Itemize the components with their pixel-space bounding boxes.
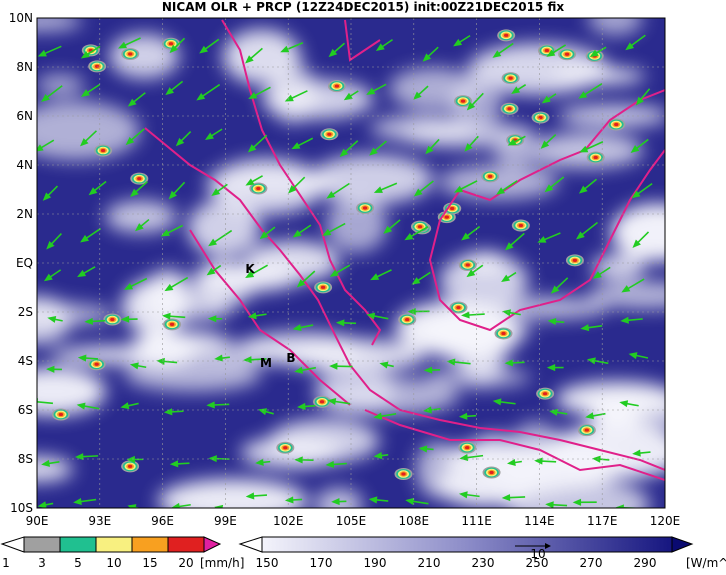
rain-cell (137, 177, 141, 180)
cloud (0, 367, 106, 415)
cloud (425, 367, 531, 387)
wind-arrowhead (129, 505, 135, 510)
place-marker: K (245, 262, 255, 276)
rain-cell (519, 224, 523, 227)
olr-label: 210 (418, 556, 441, 570)
rain-cell (94, 363, 98, 366)
lon-label: 99E (214, 514, 237, 528)
lon-label: 111E (461, 514, 492, 528)
cloud (370, 115, 474, 142)
lat-label: 6N (16, 109, 33, 123)
rain-cell (59, 413, 63, 416)
cloud (588, 2, 642, 35)
rain-cell (405, 318, 409, 321)
rain-cell (128, 52, 132, 55)
cloud (261, 80, 374, 119)
lat-label: 4S (18, 354, 33, 368)
precip-label: 3 (38, 556, 46, 570)
rain-cell (256, 187, 260, 190)
precip-label: 5 (74, 556, 82, 570)
rain-cell (283, 446, 287, 449)
rain-cell (488, 175, 492, 178)
rain-cell (327, 133, 331, 136)
olr-label: 270 (580, 556, 603, 570)
lat-label: 10S (10, 501, 33, 515)
rain-cell (170, 323, 174, 326)
rain-cell (545, 49, 549, 52)
olr-unit: [W/m^2] (686, 556, 726, 570)
lat-label: 6S (18, 403, 33, 417)
lon-label: 90E (26, 514, 49, 528)
place-marker: B (286, 351, 295, 365)
lat-label: 2N (16, 207, 33, 221)
lon-label: 102E (273, 514, 304, 528)
lon-label: 96E (151, 514, 174, 528)
lon-label: 120E (650, 514, 681, 528)
rain-cell (363, 206, 367, 209)
cloud (241, 437, 342, 468)
precip-label: 1 (2, 556, 10, 570)
lat-label: 8S (18, 452, 33, 466)
lat-label: EQ (16, 256, 33, 270)
olr-label: 150 (256, 556, 279, 570)
cloud (486, 297, 609, 319)
rain-cell (456, 306, 460, 309)
rain-cell (320, 400, 324, 403)
rain-cell (593, 156, 597, 159)
rain-cell (445, 215, 449, 218)
lat-label: 4N (16, 158, 33, 172)
rain-cell (418, 225, 422, 228)
lat-label: 2S (18, 305, 33, 319)
rain-cell (335, 84, 339, 87)
rain-cell (101, 149, 105, 152)
precip-unit: [mm/h] (200, 556, 244, 570)
rain-cell (461, 100, 465, 103)
olr-label: 290 (634, 556, 657, 570)
rain-cell (401, 472, 405, 475)
rain-cell (128, 465, 132, 468)
cloud (36, 74, 85, 95)
olr-label: 230 (472, 556, 495, 570)
rain-cell (565, 53, 569, 56)
precip-label: 15 (142, 556, 157, 570)
rain-cell (450, 207, 454, 210)
lon-label: 108E (399, 514, 430, 528)
lat-label: 8N (16, 60, 33, 74)
rain-cell (489, 471, 493, 474)
lon-label: 93E (88, 514, 111, 528)
rain-cell (538, 116, 542, 119)
cloud (223, 29, 301, 84)
rain-cell (614, 123, 618, 126)
rain-cell (110, 318, 114, 321)
rain-cell (465, 446, 469, 449)
olr-label: 170 (310, 556, 333, 570)
title: NICAM OLR + PRCP (12Z24DEC2015) init:00Z… (162, 0, 564, 14)
rain-cell (573, 259, 577, 262)
rain-cell (95, 65, 99, 68)
lon-label: 117E (587, 514, 618, 528)
rain-cell (466, 263, 470, 266)
rain-cell (543, 392, 547, 395)
rain-cell (504, 34, 508, 37)
lat-label: 10N (9, 11, 33, 25)
reference-vector-label: 10 (530, 547, 545, 561)
precip-label: 20 (178, 556, 193, 570)
map-area (0, 2, 704, 529)
rain-cell (501, 332, 505, 335)
lon-label: 114E (524, 514, 555, 528)
place-marker: M (260, 356, 272, 370)
rain-cell (585, 428, 589, 431)
precip-label: 10 (106, 556, 121, 570)
rain-cell (169, 42, 173, 45)
rain-cell (321, 286, 325, 289)
cloud (326, 197, 387, 253)
rain-cell (508, 77, 512, 80)
rain-cell (507, 107, 511, 110)
lon-label: 105E (336, 514, 367, 528)
olr-label: 190 (364, 556, 387, 570)
